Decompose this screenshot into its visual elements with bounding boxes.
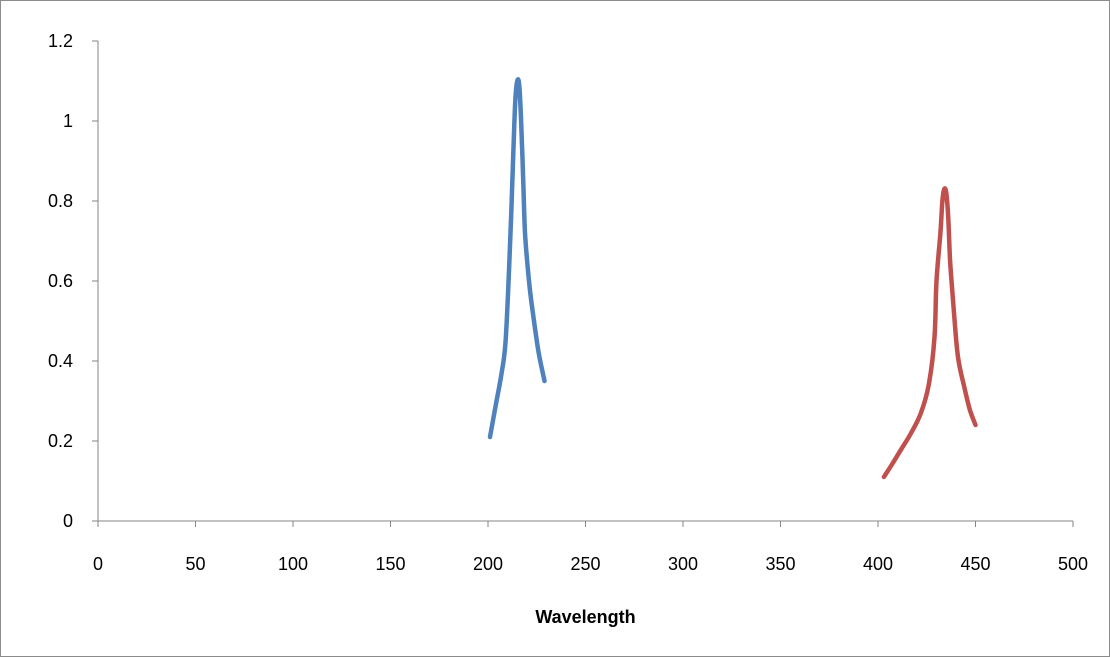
x-tick-label: 0 <box>93 554 103 574</box>
y-tick-label: 0.8 <box>48 191 73 211</box>
x-tick-label: 50 <box>185 554 205 574</box>
x-tick-label: 150 <box>375 554 405 574</box>
chart-series <box>487 77 978 480</box>
x-tick-label: 250 <box>570 554 600 574</box>
x-axis-title: Wavelength <box>535 607 635 627</box>
x-tick-label: 350 <box>765 554 795 574</box>
chart-axes <box>97 41 1073 522</box>
y-tick-label: 0 <box>63 511 73 531</box>
x-tick-label: 300 <box>668 554 698 574</box>
x-tick-label: 500 <box>1058 554 1088 574</box>
y-tick-label: 0.6 <box>48 271 73 291</box>
y-axis-ticks: 0 0.2 0.4 0.6 0.8 1 1.2 <box>48 31 98 531</box>
y-tick-label: 1.2 <box>48 31 73 51</box>
y-tick-label: 1 <box>63 111 73 131</box>
series-line-1 <box>487 77 547 440</box>
series-line-2 <box>881 186 978 480</box>
x-tick-label: 100 <box>278 554 308 574</box>
x-tick-label: 450 <box>960 554 990 574</box>
y-tick-label: 0.4 <box>48 351 73 371</box>
x-axis-ticks: 0 50 100 150 200 250 300 350 400 450 500 <box>93 521 1088 574</box>
x-tick-label: 200 <box>473 554 503 574</box>
y-tick-label: 0.2 <box>48 431 73 451</box>
x-tick-label: 400 <box>863 554 893 574</box>
